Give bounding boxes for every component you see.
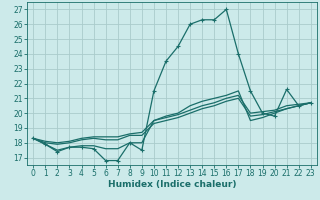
X-axis label: Humidex (Indice chaleur): Humidex (Indice chaleur) (108, 180, 236, 189)
